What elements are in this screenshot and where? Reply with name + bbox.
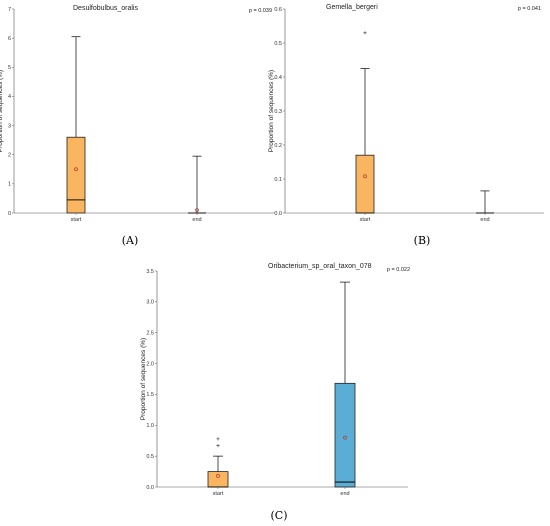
mean-marker	[343, 435, 347, 440]
x-tick-label: end	[480, 217, 489, 223]
box-end	[188, 155, 206, 214]
y-tick-label: 0.2	[274, 143, 282, 149]
y-tick-label: 0.0	[146, 485, 154, 491]
chart-panel-3: 0.0 0.5 1.0 1.5 2.0 2.5 3.0 3.5 Proportion of se…	[140, 263, 410, 522]
y-axis-label: Proportion of sequences (%)	[140, 338, 147, 420]
box-body	[207, 471, 229, 488]
box-body	[66, 136, 86, 214]
y-tick-label: 7	[8, 7, 11, 13]
y-tick-label: 2	[8, 153, 11, 159]
box-end	[334, 281, 356, 488]
panel-label: (B)	[414, 234, 431, 247]
y-tick-label: 5	[8, 65, 11, 71]
mean-marker	[195, 208, 199, 212]
x-tick-label: start	[360, 217, 371, 223]
outlier-marker	[216, 444, 220, 448]
y-tick-label: 3.5	[146, 269, 154, 275]
y-tick-label: 1.0	[146, 423, 154, 429]
p-value-label: p = 0.041	[518, 6, 541, 12]
chart-panel-1: 0 1 2 3 4 5 6 7 Proportion of sequences (%) Desul…	[0, 5, 275, 247]
chart-title: Desulfobulbus_oralis	[73, 5, 138, 12]
y-tick-label: 0.3	[274, 109, 282, 115]
y-tick-label: 0.6	[274, 7, 282, 13]
y-tick-label: 6	[8, 36, 11, 42]
x-tick-label: start	[213, 491, 224, 497]
box-body	[334, 382, 356, 488]
mean-marker	[216, 474, 220, 478]
box-body	[355, 154, 375, 214]
y-tick-label: 3.0	[146, 300, 154, 306]
x-tick-label: start	[71, 217, 82, 223]
x-tick-label: end	[340, 491, 349, 497]
y-axis-label: Proportion of sequences (%)	[0, 70, 4, 152]
p-value-label: p = 0.022	[387, 267, 410, 273]
y-tick-label: 0.4	[274, 75, 282, 81]
mean-marker	[74, 167, 78, 172]
x-tick-label: end	[192, 217, 201, 223]
panel-label: (A)	[122, 234, 139, 247]
outlier-marker	[216, 437, 220, 441]
y-tick-label: 0.1	[274, 177, 282, 183]
y-tick-label: 0.5	[146, 454, 154, 460]
chart-title: Oribacterium_sp_oral_taxon_078	[268, 263, 372, 270]
y-tick-label: 2.5	[146, 331, 154, 337]
y-tick-label: 4	[8, 94, 11, 100]
box-start	[355, 31, 375, 214]
chart-panel-2: 0.0 0.1 0.2 0.3 0.4 0.5 0.6 Proportion of seque…	[268, 4, 544, 247]
panel-label: (C)	[271, 509, 288, 522]
chart-title: Gemella_bergeri	[326, 4, 378, 11]
box-start	[66, 36, 86, 214]
outlier-marker	[363, 31, 367, 35]
box-end	[476, 190, 494, 214]
y-tick-label: 0.0	[274, 211, 282, 217]
y-axis-label: Proportion of sequences (%)	[268, 70, 275, 152]
y-tick-label: 1	[8, 182, 11, 188]
y-tick-label: 0.5	[274, 41, 282, 47]
p-value-label: p = 0.039	[249, 8, 272, 14]
y-tick-label: 2.0	[146, 361, 154, 367]
y-tick-label: 3	[8, 123, 11, 129]
mean-marker	[363, 174, 367, 179]
y-tick-label: 0	[8, 211, 11, 217]
y-tick-label: 1.5	[146, 392, 154, 398]
box-start	[207, 437, 229, 488]
